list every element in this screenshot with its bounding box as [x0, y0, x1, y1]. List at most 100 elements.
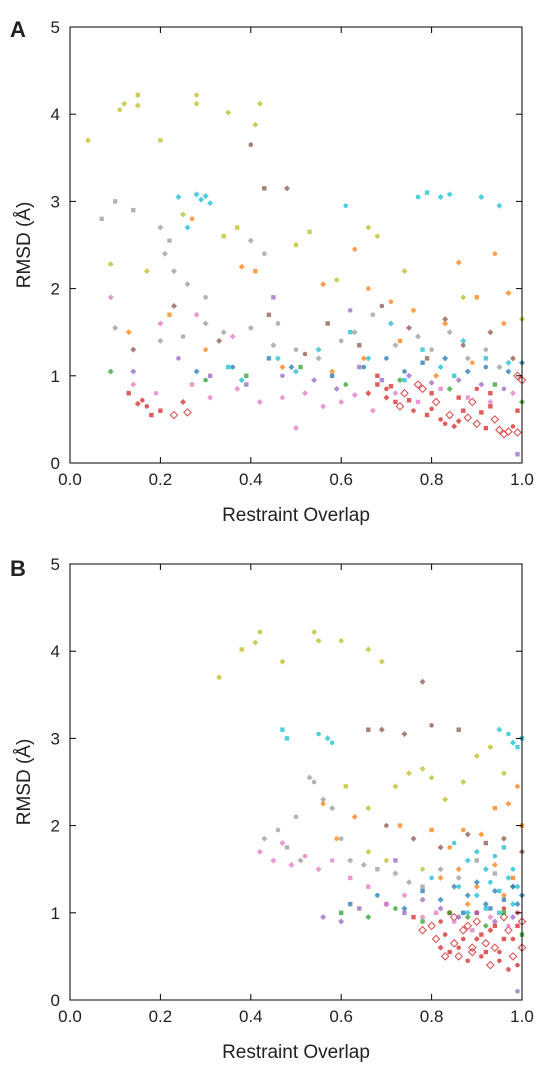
- scatter-point: [505, 359, 512, 366]
- scatter-point: [270, 857, 277, 864]
- scatter-point: [460, 337, 467, 344]
- scatter-point: [479, 932, 484, 937]
- scatter-point: [126, 391, 131, 396]
- scatter-point: [248, 142, 254, 148]
- scatter-point: [375, 382, 380, 387]
- scatter-point: [207, 394, 214, 401]
- panel-a-chart: A 0.0 0.2 0.4 0.6 0.8 1.0 0 1 2 3 4 5 Restraint Overl…: [10, 17, 534, 526]
- scatter-point: [438, 417, 443, 422]
- data-points: [85, 92, 527, 457]
- scatter-point: [415, 333, 422, 340]
- scatter-point: [365, 848, 372, 855]
- scatter-point: [483, 364, 489, 370]
- scatter-point: [193, 311, 200, 318]
- scatter-point: [365, 390, 372, 397]
- scatter-point: [515, 923, 520, 929]
- scatter-point: [429, 723, 434, 728]
- scatter-point: [487, 927, 494, 934]
- scatter-point: [238, 263, 245, 270]
- scatter-point: [406, 324, 412, 331]
- scatter-point: [360, 861, 367, 868]
- scatter-point: [492, 251, 498, 257]
- scatter-point: [333, 385, 340, 392]
- scatter-point: [396, 377, 403, 384]
- scatter-point: [180, 398, 186, 405]
- scatter-point: [329, 368, 336, 375]
- scatter-point: [437, 866, 444, 873]
- scatter-point: [487, 744, 494, 751]
- scatter-point: [117, 107, 123, 113]
- scatter-point: [107, 261, 114, 268]
- scatter-point: [487, 914, 494, 921]
- plot-frame: [69, 563, 523, 1001]
- scatter-point: [270, 342, 277, 349]
- scatter-point: [239, 647, 244, 652]
- scatter-point: [514, 783, 521, 790]
- scatter-point: [293, 368, 299, 375]
- scatter-point: [482, 901, 489, 908]
- scatter-point: [500, 892, 507, 899]
- scatter-point: [429, 406, 434, 412]
- scatter-point: [175, 194, 182, 201]
- y-tick-label: 5: [51, 555, 60, 574]
- scatter-point: [515, 962, 520, 968]
- scatter-point: [338, 918, 345, 925]
- scatter-point: [460, 779, 467, 785]
- scatter-point: [207, 200, 214, 207]
- scatter-point: [388, 384, 394, 389]
- scatter-point: [463, 413, 473, 422]
- scatter-point: [497, 949, 502, 955]
- scatter-point: [351, 813, 358, 820]
- scatter-point: [514, 901, 521, 908]
- scatter-point: [334, 277, 339, 283]
- y-axis-title: RMSD (Å): [14, 202, 35, 289]
- scatter-point: [266, 312, 272, 317]
- scatter-point: [216, 674, 223, 681]
- scatter-point: [189, 216, 195, 222]
- scatter-point: [256, 398, 263, 405]
- scatter-point: [383, 901, 390, 908]
- scatter-point: [370, 312, 376, 318]
- scatter-point: [500, 835, 507, 842]
- scatter-point: [411, 914, 416, 920]
- scatter-point: [384, 386, 389, 392]
- x-tick-label: 0.8: [420, 1007, 444, 1026]
- scatter-point: [473, 752, 480, 759]
- scatter-point: [247, 237, 254, 244]
- scatter-point: [406, 879, 412, 886]
- x-tick-label: 1.0: [510, 470, 534, 489]
- scatter-point: [429, 827, 434, 833]
- scatter-point: [384, 858, 389, 863]
- scatter-point: [158, 408, 163, 413]
- scatter-point: [464, 892, 471, 899]
- scatter-point: [134, 400, 141, 407]
- scatter-point: [509, 883, 516, 890]
- scatter-point: [446, 909, 453, 916]
- scatter-point: [419, 678, 426, 685]
- scatter-point: [365, 646, 372, 653]
- scatter-point: [431, 934, 441, 944]
- scatter-point: [487, 398, 494, 405]
- scatter-point: [85, 137, 92, 144]
- scatter-point: [125, 329, 132, 336]
- scatter-point: [463, 921, 473, 931]
- scatter-point: [505, 289, 512, 296]
- scatter-point: [121, 100, 128, 107]
- scatter-point: [320, 403, 327, 410]
- scatter-point: [144, 404, 150, 409]
- scatter-point: [293, 242, 299, 248]
- scatter-point: [483, 425, 489, 431]
- scatter-point: [244, 382, 249, 387]
- scatter-point: [379, 303, 385, 309]
- scatter-point: [510, 424, 516, 429]
- scatter-point: [315, 355, 322, 362]
- scatter-point: [366, 884, 371, 889]
- scatter-point: [384, 823, 389, 828]
- scatter-point: [467, 947, 477, 957]
- scatter-point: [442, 355, 449, 362]
- scatter-point: [506, 923, 511, 929]
- scatter-point: [505, 800, 512, 807]
- scatter-point: [461, 408, 466, 413]
- scatter-point: [392, 783, 399, 790]
- scatter-point: [510, 866, 516, 872]
